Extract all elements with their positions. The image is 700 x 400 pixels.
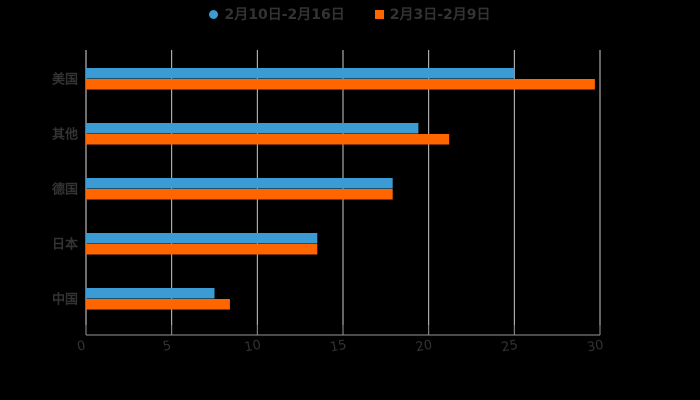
legend-item-series0[interactable]: 2月10日-2月16日 — [209, 4, 345, 24]
bar-series0 — [86, 178, 393, 189]
category-label: 中国 — [52, 292, 78, 308]
category-label: 其他 — [52, 127, 78, 143]
x-tick-label: 0 — [76, 338, 87, 354]
x-tick-label: 5 — [162, 338, 173, 354]
category-label: 美国 — [52, 72, 78, 88]
legend-marker-blue-icon — [209, 9, 219, 19]
x-tick-label: 15 — [329, 338, 348, 356]
bar-series1 — [86, 134, 450, 145]
x-tick-label: 30 — [586, 338, 605, 356]
chart-legend: 2月10日-2月16日 2月3日-2月9日 — [0, 4, 700, 24]
bar-series0 — [86, 123, 419, 134]
x-tick-label: 25 — [500, 338, 519, 356]
bar-series0 — [86, 233, 318, 244]
bar-series1 — [86, 299, 230, 310]
legend-label-series0: 2月10日-2月16日 — [224, 7, 345, 23]
legend-label-series1: 2月3日-2月9日 — [389, 7, 491, 23]
bar-series1 — [86, 244, 318, 255]
bar-series0 — [86, 68, 515, 79]
category-label: 德国 — [52, 182, 78, 198]
legend-marker-orange-icon — [374, 9, 384, 19]
legend-item-series1[interactable]: 2月3日-2月9日 — [374, 4, 491, 24]
bar-series1 — [86, 189, 393, 200]
x-tick-label: 10 — [243, 338, 262, 356]
x-tick-label: 20 — [415, 338, 434, 356]
bar-series1 — [86, 79, 595, 90]
bar-series0 — [86, 288, 215, 299]
category-label: 日本 — [52, 237, 78, 253]
